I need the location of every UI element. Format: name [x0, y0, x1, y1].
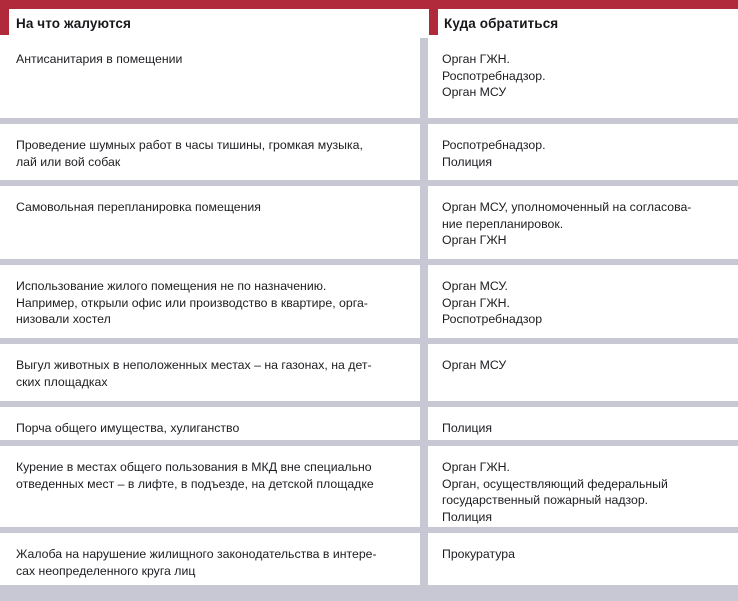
- authority-text: Прокуратура: [442, 547, 515, 561]
- top-accent-rule: [0, 0, 738, 9]
- authority-text: Полиция: [442, 421, 493, 435]
- authority-text: Роспотребнадзор. Полиция: [442, 138, 546, 169]
- column-header-authority: Куда обратиться: [444, 9, 729, 38]
- table-row: Использование жилого помещения не по наз…: [0, 265, 738, 338]
- table-row: Проведение шумных работ в часы тишины, г…: [0, 124, 738, 180]
- complaint-text: Использование жилого помещения не по наз…: [16, 279, 368, 326]
- table-cell-authority: Орган МСУ: [428, 344, 738, 401]
- complaint-text: Порча общего имущества, хулиганство: [16, 421, 240, 435]
- table-cell-authority: Орган ГЖН. Роспотребнадзор. Орган МСУ: [428, 38, 738, 118]
- header-accent-tab-left: [0, 9, 9, 35]
- authority-text: Орган МСУ: [442, 358, 507, 372]
- table-cell-complaint: Антисанитария в помещении: [0, 38, 428, 118]
- table-cell-authority: Орган ГЖН. Орган, осуществляющий федерал…: [428, 446, 738, 527]
- authority-text: Орган МСУ. Орган ГЖН. Роспотребнадзор: [442, 279, 543, 326]
- table-cell-authority: Полиция: [428, 407, 738, 440]
- complaint-text: Самовольная перепланировка помещения: [16, 200, 261, 214]
- table-cell-complaint: Порча общего имущества, хулиганство: [0, 407, 428, 440]
- table-cell-complaint: Использование жилого помещения не по наз…: [0, 265, 428, 338]
- table-cell-complaint: Жалоба на нарушение жилищного законодате…: [0, 533, 428, 585]
- table-row: Антисанитария в помещении Орган ГЖН. Рос…: [0, 38, 738, 118]
- table-row: Жалоба на нарушение жилищного законодате…: [0, 533, 738, 585]
- table-cell-authority: Орган МСУ, уполномоченный на согласова- …: [428, 186, 738, 259]
- table-cell-authority: Прокуратура: [428, 533, 738, 585]
- table-row: Порча общего имущества, хулиганство Поли…: [0, 407, 738, 440]
- authority-text: Орган ГЖН. Роспотребнадзор. Орган МСУ: [442, 52, 546, 99]
- table-row: Курение в местах общего пользования в МК…: [0, 446, 738, 527]
- authority-text: Орган ГЖН. Орган, осуществляющий федерал…: [442, 460, 668, 524]
- header-accent-tab-middle: [429, 9, 438, 35]
- table-row: Выгул животных в неположенных местах – н…: [0, 344, 738, 401]
- table-cell-authority: Роспотребнадзор. Полиция: [428, 124, 738, 180]
- table-cell-complaint: Выгул животных в неположенных местах – н…: [0, 344, 428, 401]
- authority-text: Орган МСУ, уполномоченный на согласова- …: [442, 200, 692, 247]
- table-cell-complaint: Проведение шумных работ в часы тишины, г…: [0, 124, 428, 180]
- complaint-text: Выгул животных в неположенных местах – н…: [16, 358, 372, 389]
- complaint-text: Курение в местах общего пользования в МК…: [16, 460, 374, 491]
- table-cell-complaint: Курение в местах общего пользования в МК…: [0, 446, 428, 527]
- table-header-row: На что жалуются Куда обратиться: [0, 9, 738, 38]
- column-header-authority-label: Куда обратиться: [444, 16, 559, 31]
- table-cell-authority: Орган МСУ. Орган ГЖН. Роспотребнадзор: [428, 265, 738, 338]
- column-header-complaint: На что жалуются: [16, 9, 422, 38]
- complaint-text: Жалоба на нарушение жилищного законодате…: [16, 547, 377, 578]
- complaint-text: Антисанитария в помещении: [16, 52, 183, 66]
- table-body: Антисанитария в помещении Орган ГЖН. Рос…: [0, 38, 738, 585]
- table-cell-complaint: Самовольная перепланировка помещения: [0, 186, 428, 259]
- table-row: Самовольная перепланировка помещения Орг…: [0, 186, 738, 259]
- complaint-text: Проведение шумных работ в часы тишины, г…: [16, 138, 363, 169]
- column-header-complaint-label: На что жалуются: [16, 16, 131, 31]
